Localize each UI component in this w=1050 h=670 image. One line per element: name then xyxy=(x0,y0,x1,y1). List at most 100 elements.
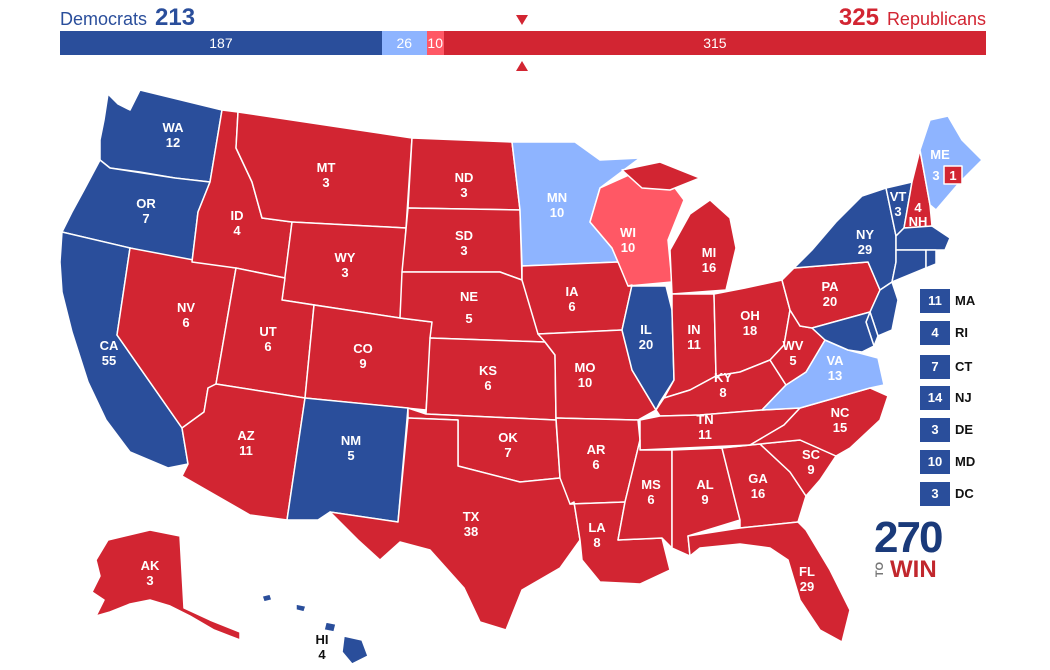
small-state-ma-box[interactable]: 11 xyxy=(920,289,950,313)
state-wa[interactable] xyxy=(99,89,223,183)
label-mn-ev: 10 xyxy=(550,205,564,220)
label-ny-ev: 29 xyxy=(858,242,872,257)
label-ca-ev: 55 xyxy=(102,353,116,368)
democrats-label: Democrats xyxy=(60,9,148,29)
label-ar: AR 6 xyxy=(587,442,606,472)
state-ct-shape[interactable] xyxy=(891,249,927,283)
label-co-abbr: CO xyxy=(353,341,373,356)
label-oh-abbr: OH xyxy=(740,308,760,323)
state-nh[interactable] xyxy=(903,149,933,229)
label-ok: OK 7 xyxy=(498,430,518,460)
label-vt: VT 3 xyxy=(890,189,907,219)
label-ky-ev: 8 xyxy=(719,385,726,400)
label-wi: WI 10 xyxy=(620,225,636,255)
label-wv-abbr: WV xyxy=(783,338,804,353)
label-ne: NE 5 xyxy=(460,289,478,326)
state-co[interactable] xyxy=(304,304,433,411)
state-hi[interactable] xyxy=(261,593,369,665)
270towin-logo[interactable]: 270 TO WIN xyxy=(874,516,946,584)
label-ga-abbr: GA xyxy=(748,471,768,486)
label-va-abbr: VA xyxy=(826,353,844,368)
small-state-nj-box[interactable]: 14 xyxy=(920,386,950,410)
bar-segment-lean-rep[interactable]: 10 xyxy=(426,31,444,55)
label-sd-ev: 3 xyxy=(460,243,467,258)
bar-segment-safe-rep[interactable]: 315 xyxy=(443,31,986,55)
label-ny-abbr: NY xyxy=(856,227,874,242)
state-ak[interactable] xyxy=(91,529,241,641)
state-mi[interactable] xyxy=(621,161,737,295)
state-nc[interactable] xyxy=(719,387,889,457)
small-state-ct-box[interactable]: 7 xyxy=(920,355,950,379)
electoral-vote-bar: 187 26 10 315 xyxy=(60,31,986,55)
label-ak: AK 3 xyxy=(141,558,160,588)
label-ks: KS 6 xyxy=(479,363,497,393)
small-state-dc-box[interactable]: 3 xyxy=(920,482,950,506)
bar-segment-safe-dem[interactable]: 187 xyxy=(60,31,382,55)
label-wi-abbr: WI xyxy=(620,225,636,240)
label-in-ev: 11 xyxy=(687,337,701,352)
label-ky: KY 8 xyxy=(714,370,732,400)
small-state-md-label: MD xyxy=(955,454,976,469)
logo-number: 270 xyxy=(874,513,943,562)
label-nc-ev: 15 xyxy=(833,420,847,435)
label-la: LA 8 xyxy=(588,520,606,550)
label-me-cd2-ev: 1 xyxy=(949,168,956,183)
label-oh: OH 18 xyxy=(740,308,760,338)
label-hi-abbr: HI xyxy=(316,632,329,647)
label-mo-ev: 10 xyxy=(578,375,592,390)
small-state-ri-box[interactable]: 4 xyxy=(920,321,950,345)
label-vt-ev: 3 xyxy=(894,204,901,219)
label-wa-ev: 12 xyxy=(166,135,180,150)
label-tx: TX 38 xyxy=(463,509,480,539)
midpoint-marker-bottom-icon xyxy=(516,61,528,71)
label-me: ME 3 xyxy=(930,147,950,183)
label-nm-abbr: NM xyxy=(341,433,361,448)
label-in: IN 11 xyxy=(687,322,701,352)
label-sc-abbr: SC xyxy=(802,447,821,462)
label-fl: FL 29 xyxy=(799,564,815,594)
state-ma-shape[interactable] xyxy=(895,225,951,251)
label-sc: SC 9 xyxy=(802,447,821,477)
label-al-ev: 9 xyxy=(701,492,708,507)
midpoint-marker-top-icon xyxy=(516,15,528,25)
state-fl[interactable] xyxy=(687,521,851,643)
small-state-nj-label: NJ xyxy=(955,390,972,405)
logo-to: TO xyxy=(874,562,886,578)
small-state-md-box[interactable]: 10 xyxy=(920,450,950,474)
label-va-ev: 13 xyxy=(828,368,842,383)
label-tn-ev: 11 xyxy=(698,427,712,442)
label-ca-abbr: CA xyxy=(100,338,119,353)
label-pa: PA 20 xyxy=(821,279,839,309)
label-me-abbr: ME xyxy=(930,147,950,162)
state-me-cd2[interactable] xyxy=(943,165,963,185)
label-wv-ev: 5 xyxy=(789,353,796,368)
label-ne-abbr: NE xyxy=(460,289,478,304)
label-ut: UT 6 xyxy=(259,324,276,354)
label-hi-ev: 4 xyxy=(318,647,326,662)
label-la-abbr: LA xyxy=(588,520,606,535)
label-ut-abbr: UT xyxy=(259,324,276,339)
state-md-shape[interactable] xyxy=(811,311,875,353)
state-me[interactable] xyxy=(919,115,983,211)
label-il: IL 20 xyxy=(639,322,653,352)
small-state-de-box[interactable]: 3 xyxy=(920,418,950,442)
label-nv: NV 6 xyxy=(177,300,195,330)
label-nc-abbr: NC xyxy=(831,405,850,420)
label-sd: SD 3 xyxy=(455,228,473,258)
state-tx[interactable] xyxy=(329,417,581,631)
label-wy-abbr: WY xyxy=(335,250,356,265)
label-mt-abbr: MT xyxy=(317,160,336,175)
label-al: AL 9 xyxy=(696,477,713,507)
state-ri-shape[interactable] xyxy=(925,249,937,269)
label-id-abbr: ID xyxy=(231,208,244,223)
label-or: OR 7 xyxy=(136,196,156,226)
label-tn-abbr: TN xyxy=(696,412,713,427)
label-az-abbr: AZ xyxy=(237,428,254,443)
label-az-ev: 11 xyxy=(239,443,253,458)
bar-segment-lean-dem[interactable]: 26 xyxy=(381,31,427,55)
label-tn: TN 11 xyxy=(696,412,713,442)
label-pa-ev: 20 xyxy=(823,294,837,309)
label-ak-ev: 3 xyxy=(146,573,153,588)
label-az: AZ 11 xyxy=(237,428,254,458)
